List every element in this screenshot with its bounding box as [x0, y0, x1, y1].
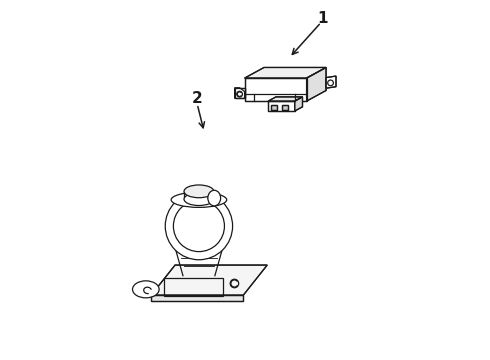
Polygon shape: [235, 88, 245, 98]
Ellipse shape: [184, 193, 214, 206]
Polygon shape: [151, 265, 267, 295]
Ellipse shape: [208, 190, 220, 206]
Polygon shape: [326, 76, 336, 88]
Polygon shape: [271, 105, 277, 110]
Circle shape: [165, 192, 233, 260]
Text: 1: 1: [318, 11, 328, 26]
Polygon shape: [245, 67, 326, 78]
Polygon shape: [268, 97, 302, 101]
Polygon shape: [282, 105, 288, 110]
Ellipse shape: [132, 281, 159, 298]
Polygon shape: [235, 88, 245, 98]
Circle shape: [173, 201, 224, 252]
Polygon shape: [294, 97, 302, 111]
Ellipse shape: [184, 185, 214, 198]
Text: 2: 2: [192, 91, 202, 106]
Polygon shape: [151, 295, 244, 301]
Polygon shape: [307, 67, 326, 101]
Ellipse shape: [171, 192, 227, 207]
Polygon shape: [245, 78, 307, 101]
Polygon shape: [268, 101, 294, 111]
